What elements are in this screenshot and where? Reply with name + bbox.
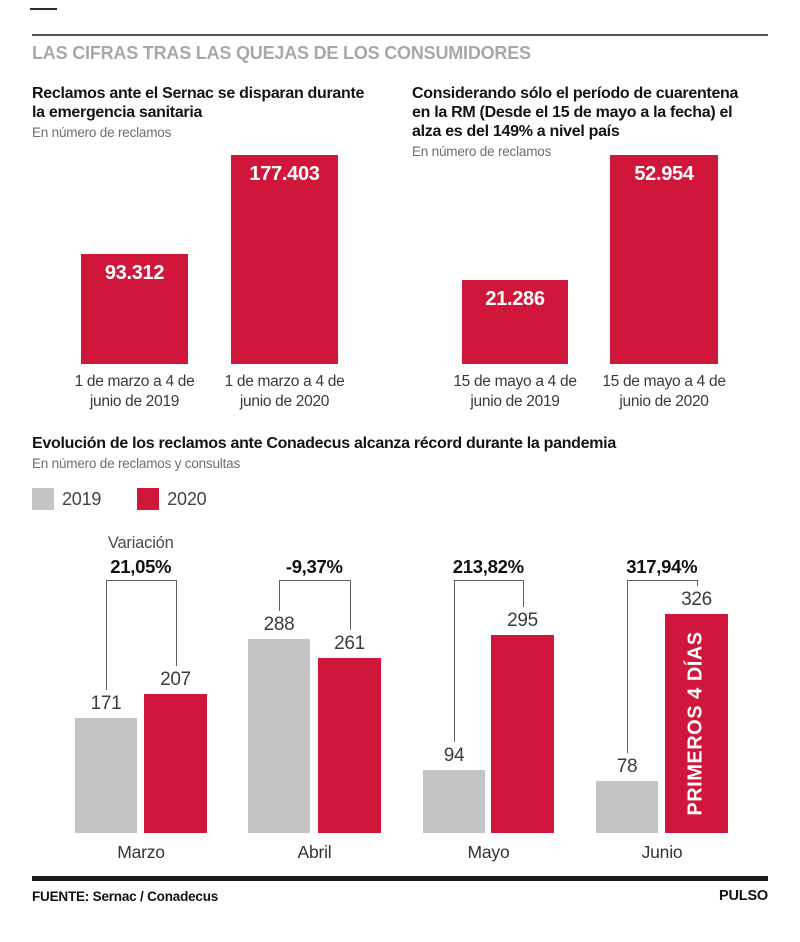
bar-2019-Marzo (75, 718, 137, 833)
chart-sernac-header: Reclamos ante el Sernac se disparan dura… (32, 84, 410, 140)
bar-2020-Junio: PRIMEROS 4 DÍAS (665, 614, 728, 833)
legend-swatch-2019 (32, 488, 54, 510)
variation-caption: Variación (107, 534, 174, 552)
bar-cuarentena-rm-15-de-mayo-a-4-de-junio-de-2019: 21.286 (462, 280, 568, 364)
chart-cuarentena-title: Considerando sólo el período de cuarente… (412, 85, 739, 140)
bracket-left (627, 580, 628, 753)
primeros-4-dias-text: PRIMEROS 4 DÍAS (685, 631, 708, 816)
chart-conadecus-subtitle: En número de reclamos y consultas (32, 456, 241, 471)
bracket-left (454, 580, 455, 742)
bar-value-label: 93.312 (104, 262, 165, 284)
month-label: Marzo (117, 842, 165, 862)
value-label-2019: 78 (616, 756, 638, 777)
chart-conadecus-header: Evolución de los reclamos ante Conadecus… (32, 434, 768, 471)
bar-2020-Abril (318, 658, 381, 833)
header-rule (32, 34, 768, 36)
x-axis-label: 1 de marzo a 4 de junio de 2019 (74, 373, 195, 410)
legend-label-2019: 2019 (62, 488, 102, 509)
bracket-left (106, 580, 107, 690)
chart-cuarentena-header: Considerando sólo el período de cuarente… (412, 84, 790, 159)
chart-conadecus-title: Evolución de los reclamos ante Conadecus… (32, 435, 616, 452)
bar-2020-Marzo (144, 694, 207, 833)
value-label-2019: 171 (90, 693, 122, 714)
primeros-4-dias-annotation: PRIMEROS 4 DÍAS (665, 614, 728, 833)
top-left-tick (30, 8, 57, 10)
value-label-2020: 295 (507, 610, 538, 631)
bar-value-label: 177.403 (249, 163, 320, 185)
variation-pct: -9,37% (285, 556, 343, 577)
bar-2019-Mayo (423, 770, 485, 833)
variation-pct: 317,94% (626, 556, 698, 577)
chart-sernac-subtitle: En número de reclamos (32, 125, 172, 140)
section-header: LAS CIFRAS TRAS LAS QUEJAS DE LOS CONSUM… (32, 43, 531, 63)
bar-2019-Abril (248, 639, 310, 833)
bracket-right (522, 580, 524, 607)
chart-legend: 2019 2020 (32, 488, 235, 510)
value-label-2020: 326 (681, 589, 712, 610)
bar-value-label: 52.954 (634, 163, 694, 185)
variation-pct: 213,82% (452, 556, 524, 577)
bar-cuarentena-rm-15-de-mayo-a-4-de-junio-de-2020: 52.954 (610, 155, 718, 364)
x-axis-label: 1 de marzo a 4 de junio de 2020 (224, 373, 345, 410)
brand-logo: PULSO (719, 888, 768, 904)
value-label-2020: 261 (334, 633, 365, 654)
bracket-left (279, 580, 280, 611)
bracket-right (175, 580, 177, 666)
bracket-top (279, 580, 350, 581)
variation-pct: 21,05% (110, 556, 172, 577)
bracket-top (106, 580, 176, 581)
bracket-top (627, 580, 697, 581)
value-label-2019: 94 (443, 745, 465, 766)
month-label: Mayo (467, 842, 510, 862)
x-axis-label: 15 de mayo a 4 de junio de 2019 (453, 373, 577, 410)
footer-rule (32, 876, 768, 881)
bar-sernac-1-de-marzo-a-4-de-junio-de-2020: 177.403 (231, 155, 338, 364)
month-label: Junio (641, 842, 683, 862)
bracket-right (696, 580, 698, 586)
value-label-2020: 207 (160, 669, 191, 690)
chart-sernac-title: Reclamos ante el Sernac se disparan dura… (32, 85, 365, 121)
bar-value-label: 21.286 (485, 288, 545, 310)
month-label: Abril (297, 842, 332, 862)
source-credit: FUENTE: Sernac / Conadecus (32, 889, 219, 904)
chart-cuarentena-subtitle: En número de reclamos (412, 144, 552, 159)
x-axis-label: 15 de mayo a 4 de junio de 2020 (602, 373, 726, 410)
bar-2020-Mayo (491, 635, 554, 833)
bracket-right (349, 580, 351, 630)
bar-2019-Junio (596, 781, 658, 833)
legend-swatch-2020 (137, 488, 160, 510)
value-label-2019: 288 (263, 614, 295, 635)
bar-sernac-1-de-marzo-a-4-de-junio-de-2019: 93.312 (81, 254, 188, 364)
legend-label-2020: 2020 (167, 488, 207, 509)
bracket-top (454, 580, 523, 581)
